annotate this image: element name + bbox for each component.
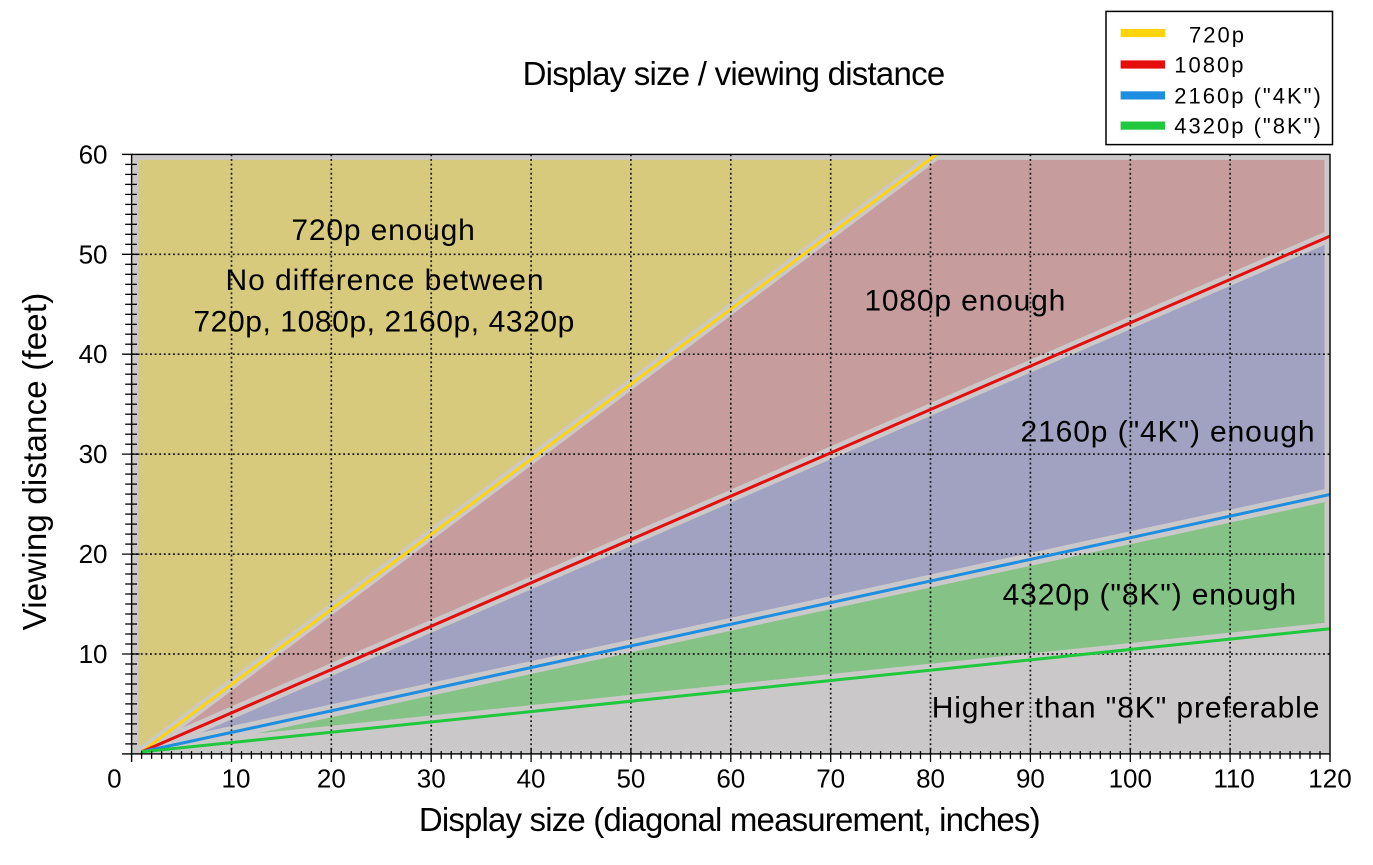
svg-text:30: 30 (417, 764, 446, 794)
svg-text:70: 70 (816, 764, 845, 794)
svg-text:4320p ("8K"): 4320p ("8K") (1174, 114, 1322, 139)
svg-text:60: 60 (716, 764, 745, 794)
svg-text:60: 60 (79, 139, 108, 169)
svg-text:2160p ("4K"): 2160p ("4K") (1174, 83, 1322, 108)
svg-text:No difference between: No difference between (226, 264, 545, 297)
svg-text:Higher than "8K" preferable: Higher than "8K" preferable (932, 692, 1321, 725)
svg-text:720p enough: 720p enough (291, 214, 475, 247)
svg-text:2160p ("4K") enough: 2160p ("4K") enough (1021, 416, 1316, 449)
svg-text:720p, 1080p, 2160p, 4320p: 720p, 1080p, 2160p, 4320p (193, 306, 575, 339)
svg-text:120: 120 (1308, 764, 1351, 794)
svg-text:10: 10 (222, 764, 251, 794)
svg-text:Viewing distance (feet): Viewing distance (feet) (16, 293, 53, 631)
svg-text:1080p enough: 1080p enough (864, 284, 1066, 317)
svg-text:110: 110 (1213, 764, 1254, 794)
svg-text:20: 20 (79, 539, 108, 569)
svg-text:40: 40 (79, 339, 108, 369)
svg-text:20: 20 (317, 764, 346, 794)
svg-text:90: 90 (1016, 764, 1045, 794)
svg-text:720p: 720p (1189, 22, 1246, 47)
svg-text:1080p: 1080p (1174, 52, 1245, 77)
svg-text:4320p ("8K") enough: 4320p ("8K") enough (1003, 578, 1297, 611)
svg-text:Display size / viewing distanc: Display size / viewing distance (523, 55, 945, 92)
svg-text:Display size (diagonal measure: Display size (diagonal measurement, inch… (419, 801, 1040, 838)
svg-text:50: 50 (616, 764, 645, 794)
svg-text:80: 80 (916, 764, 945, 794)
svg-text:10: 10 (79, 639, 108, 669)
svg-text:0: 0 (107, 764, 121, 794)
svg-text:40: 40 (517, 764, 546, 794)
svg-text:100: 100 (1109, 764, 1152, 794)
svg-text:30: 30 (79, 439, 108, 469)
svg-text:50: 50 (79, 239, 108, 269)
